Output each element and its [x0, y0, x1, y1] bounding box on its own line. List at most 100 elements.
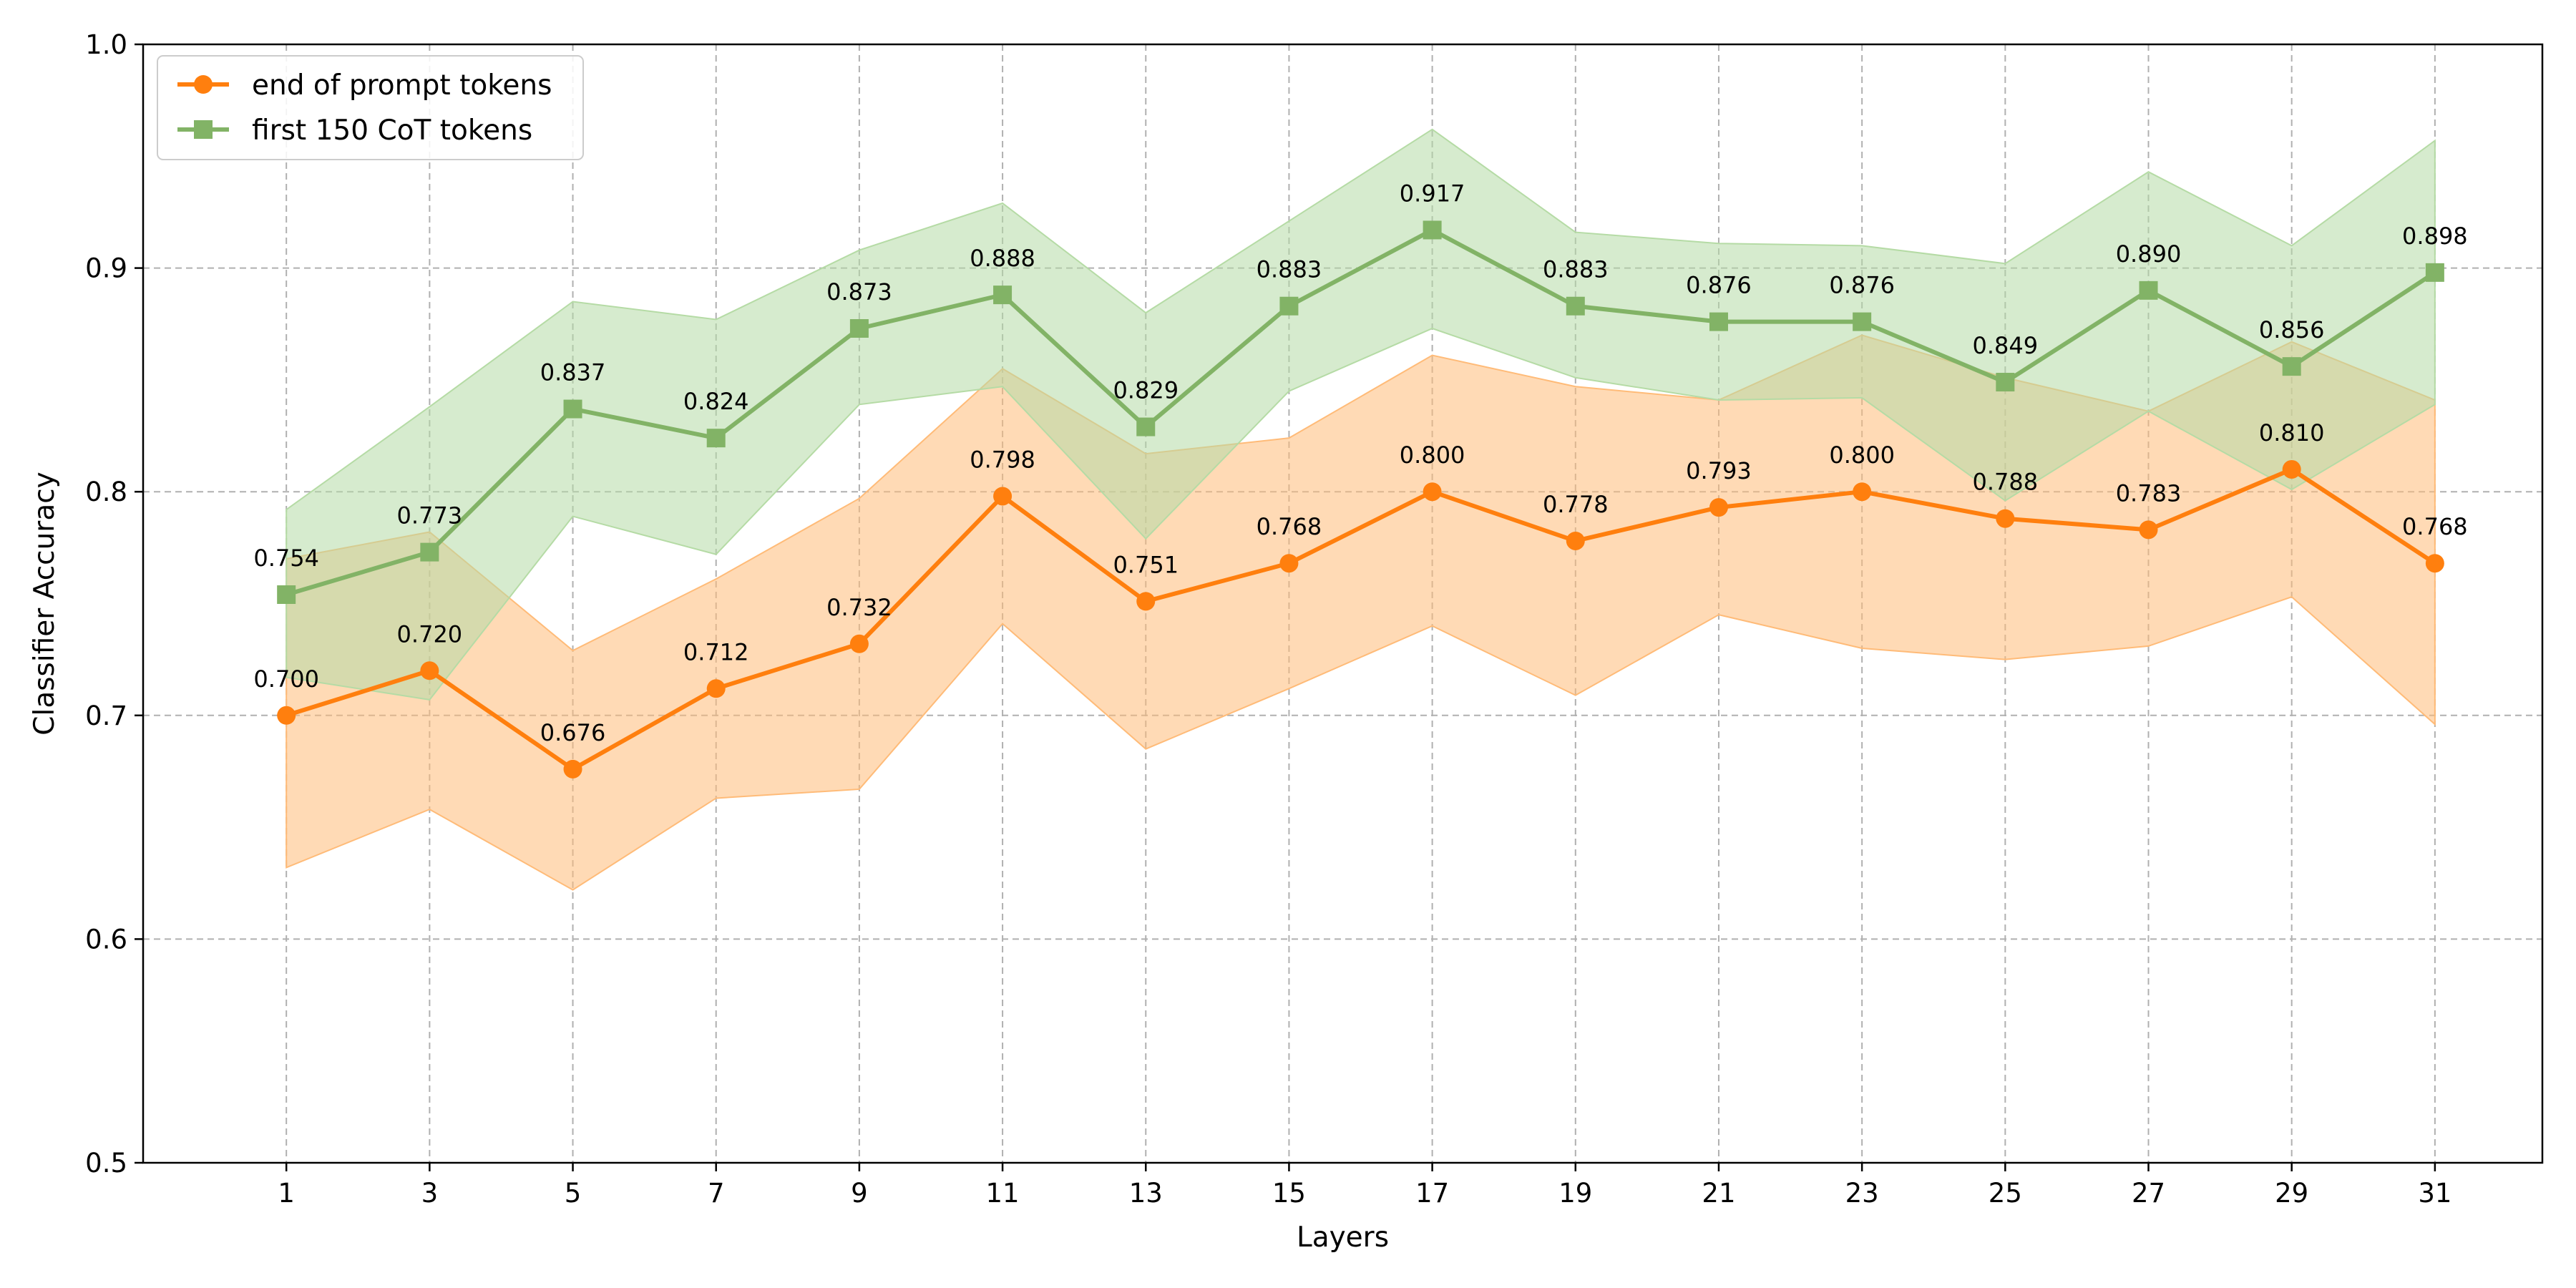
y-tick-label: 0.8	[85, 477, 127, 507]
y-tick-label: 0.5	[85, 1148, 127, 1179]
data-label: 0.824	[683, 388, 749, 415]
data-label: 0.768	[1257, 513, 1322, 540]
data-label: 0.700	[253, 665, 319, 693]
x-tick-label: 11	[986, 1178, 1020, 1209]
x-tick-label: 25	[1989, 1178, 2022, 1209]
data-point	[2282, 459, 2301, 479]
x-tick-label: 15	[1272, 1178, 1306, 1209]
y-axis-title: Classifier Accuracy	[29, 472, 61, 735]
x-tick-label: 3	[421, 1178, 439, 1209]
data-point	[1853, 312, 1872, 331]
plot-frame	[142, 43, 2544, 1164]
data-point	[1996, 373, 2015, 392]
x-tick-label: 19	[1558, 1178, 1592, 1209]
data-point	[563, 759, 582, 779]
data-point	[993, 487, 1013, 506]
data-point	[849, 634, 869, 653]
x-axis-title: Layers	[1297, 1221, 1389, 1254]
data-point	[706, 679, 726, 698]
data-label: 0.917	[1400, 180, 1465, 207]
data-point	[420, 661, 439, 680]
data-label: 0.837	[540, 359, 606, 386]
data-label: 0.876	[1829, 272, 1895, 299]
y-tick-label: 1.0	[85, 29, 127, 60]
data-label: 0.829	[1113, 377, 1179, 404]
y-tick-label: 0.7	[85, 701, 127, 731]
x-tick-label: 17	[1415, 1178, 1449, 1209]
data-label: 0.883	[1257, 256, 1322, 283]
data-label: 0.732	[826, 594, 892, 621]
y-axis: 0.5 0.6 0.7 0.8 0.9 1.0	[85, 29, 143, 1179]
data-point	[1423, 482, 1442, 502]
x-tick-label: 23	[1845, 1178, 1879, 1209]
data-label: 0.876	[1686, 272, 1752, 299]
legend-marker	[194, 120, 213, 139]
data-label: 0.778	[1543, 491, 1609, 518]
data-point	[420, 542, 439, 562]
data-label: 0.883	[1543, 256, 1609, 283]
data-point	[1279, 296, 1299, 316]
data-point	[993, 286, 1013, 305]
data-point	[2139, 520, 2158, 540]
data-point	[277, 585, 296, 604]
data-point	[1423, 220, 1442, 240]
data-point	[2282, 357, 2301, 376]
data-label: 0.849	[1973, 332, 2039, 359]
data-point	[1566, 531, 1585, 550]
legend-label: first 150 CoT tokens	[252, 114, 532, 147]
data-point	[563, 399, 582, 419]
data-label: 0.676	[540, 719, 606, 746]
data-point	[2425, 554, 2444, 573]
x-tick-label: 5	[565, 1178, 582, 1209]
data-point	[1996, 509, 2015, 528]
data-point	[1566, 296, 1585, 316]
data-label: 0.856	[2259, 316, 2325, 343]
data-point	[706, 429, 726, 448]
x-tick-label: 7	[708, 1178, 725, 1209]
legend-box	[157, 55, 584, 160]
confidence-band-2	[286, 128, 2436, 701]
x-tick-label: 31	[2418, 1178, 2451, 1209]
data-label: 0.751	[1113, 551, 1179, 578]
data-point	[2425, 263, 2444, 282]
confidence-bands	[286, 128, 2436, 891]
data-point	[1709, 498, 1728, 517]
series-line-2	[286, 228, 2436, 597]
x-axis: 1 3 5 7 9 11 13 15 17 19 21 23 25 27 29 31	[278, 1163, 2451, 1209]
x-tick-label: 21	[1702, 1178, 1735, 1209]
x-tick-label: 13	[1129, 1178, 1163, 1209]
data-point	[1853, 482, 1872, 502]
data-label: 0.768	[2402, 513, 2468, 540]
legend-label: end of prompt tokens	[252, 69, 552, 102]
data-label: 0.793	[1686, 457, 1752, 484]
data-point	[849, 319, 869, 338]
data-label: 0.800	[1829, 441, 1895, 469]
data-label: 0.773	[397, 502, 463, 530]
data-point	[1136, 592, 1156, 611]
x-tick-label: 27	[2132, 1178, 2165, 1209]
data-point	[1279, 554, 1299, 573]
data-label: 0.788	[1973, 469, 2039, 496]
data-label: 0.783	[2116, 479, 2182, 507]
data-point	[2139, 280, 2158, 300]
data-label: 0.888	[970, 245, 1035, 272]
legend: end of prompt tokens first 150 CoT tokens	[157, 55, 584, 160]
data-label: 0.712	[683, 638, 749, 665]
legend-marker	[194, 75, 213, 94]
y-tick-label: 0.6	[85, 924, 127, 955]
y-tick-label: 0.9	[85, 253, 127, 284]
x-tick-label: 1	[278, 1178, 295, 1209]
data-label: 0.798	[970, 446, 1035, 473]
series-markers	[277, 220, 2444, 779]
series-line-1	[286, 467, 2436, 771]
data-point	[1709, 312, 1728, 331]
data-point	[1136, 417, 1156, 436]
data-labels: 0.700 0.720 0.676 0.712 0.732 0.798 0.751 0.768…	[253, 180, 2467, 746]
data-label: 0.873	[826, 278, 892, 306]
data-point	[277, 706, 296, 725]
series-lines	[286, 228, 2436, 771]
data-label: 0.810	[2259, 419, 2325, 447]
data-label: 0.800	[1400, 441, 1465, 469]
data-label: 0.898	[2402, 223, 2468, 250]
